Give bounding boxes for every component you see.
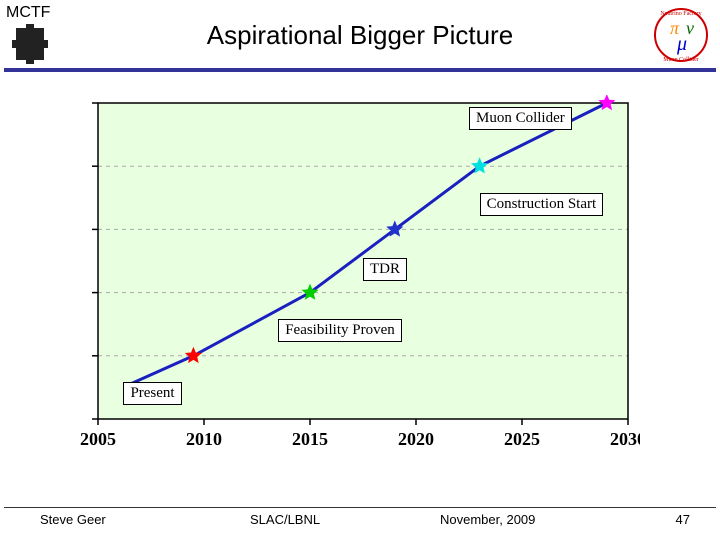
- milestone-label: Construction Start: [480, 193, 604, 216]
- x-tick-label: 2030: [610, 429, 640, 449]
- mu-icon: μ: [676, 33, 687, 55]
- footer-author: Steve Geer: [40, 512, 106, 527]
- timeline-chart: 2005 2010 2015 2020 2025 2030 Present Feasibil…: [80, 95, 640, 455]
- nu-icon: ν: [686, 18, 694, 38]
- header-rule: [4, 68, 716, 72]
- footer-date: November, 2009: [440, 512, 535, 527]
- x-tick-label: 2020: [398, 429, 434, 449]
- x-tick-label: 2025: [504, 429, 540, 449]
- x-tick-label: 2010: [186, 429, 222, 449]
- x-tick-label: 2015: [292, 429, 328, 449]
- collab-logo: Neutrino Factory Muon Collider π ν μ: [650, 4, 712, 66]
- logo-text-bottom: Muon Collider: [663, 57, 699, 63]
- footer-venue: SLAC/LBNL: [250, 512, 320, 527]
- x-tick-label: 2005: [80, 429, 116, 449]
- milestone-label: Feasibility Proven: [278, 319, 402, 342]
- slide-title: Aspirational Bigger Picture: [0, 20, 720, 51]
- milestone-label: Muon Collider: [469, 107, 572, 130]
- milestone-label: TDR: [363, 258, 407, 281]
- footer-page: 47: [676, 512, 690, 527]
- footer-rule: [4, 507, 716, 508]
- milestone-label: Present: [123, 382, 181, 405]
- logo-text-top: Neutrino Factory: [660, 11, 701, 17]
